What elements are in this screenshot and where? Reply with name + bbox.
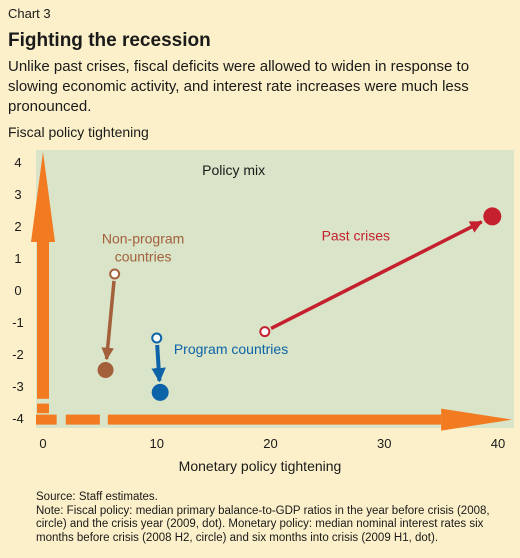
- x-axis-arrow-segment: [36, 414, 57, 425]
- y-tick-label: -4: [12, 411, 24, 426]
- x-axis-arrowhead: [441, 408, 512, 431]
- x-tick-label: 0: [39, 436, 46, 451]
- chart-number: Chart 3: [8, 6, 51, 21]
- program-arrow: [151, 344, 166, 383]
- methodology-note: Note: Fiscal policy: median primary bala…: [36, 504, 490, 544]
- y-tick-label: 3: [14, 187, 21, 202]
- y-axis-title: Fiscal policy tightening: [8, 124, 149, 140]
- x-tick-label: 30: [377, 436, 391, 451]
- chart-notes: Source: Staff estimates. Note: Fiscal po…: [36, 491, 514, 545]
- non-program-label: Non-program countries: [102, 231, 184, 265]
- x-axis-arrow-segment: [65, 414, 100, 425]
- chart-title: Fighting the recession: [8, 30, 211, 51]
- x-tick-label: 10: [150, 436, 164, 451]
- plot-area: [36, 150, 514, 428]
- y-tick-label: 1: [14, 251, 21, 266]
- y-tick-label: 2: [14, 219, 21, 234]
- program-label: Program countries: [174, 341, 288, 357]
- y-axis-arrow-segment: [37, 403, 49, 414]
- chart-subtitle: Unlike past crises, fiscal deficits were…: [8, 58, 470, 115]
- plot-title: Policy mix: [202, 162, 265, 178]
- y-tick-label: -2: [12, 347, 24, 362]
- past-crises-arrow: [270, 220, 483, 330]
- x-tick-label: 20: [263, 436, 277, 451]
- y-tick-label: -3: [12, 379, 24, 394]
- source-note: Source: Staff estimates.: [36, 491, 158, 503]
- y-tick-label: 4: [14, 155, 21, 170]
- y-tick-label: -1: [12, 315, 24, 330]
- past-crises-before-circle: [259, 326, 271, 338]
- non-program-after-dot: [97, 362, 114, 378]
- y-axis-arrow-shaft: [37, 242, 49, 399]
- non-program-arrow: [101, 280, 116, 361]
- x-tick-label: 40: [491, 436, 505, 451]
- program-after-dot: [151, 383, 169, 401]
- non-program-before-circle: [109, 268, 121, 280]
- program-before-circle: [151, 332, 163, 344]
- past-crises-label: Past crises: [322, 227, 390, 243]
- y-axis-arrowhead: [31, 152, 55, 242]
- past-crises-after-dot: [483, 207, 502, 226]
- x-axis-title: Monetary policy tightening: [178, 458, 342, 474]
- y-tick-label: 0: [14, 283, 21, 298]
- x-axis-arrow-shaft: [107, 414, 442, 425]
